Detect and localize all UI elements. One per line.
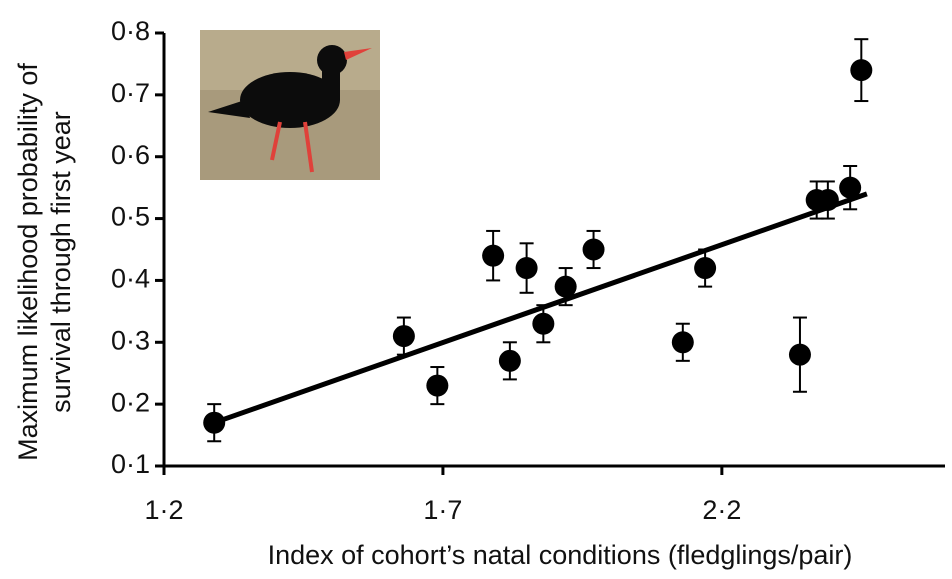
x-tick-label: 2·2 xyxy=(702,495,741,525)
y-tick-label: 0·1 xyxy=(111,449,150,479)
y-axis-label: survival through first year xyxy=(46,111,76,413)
point xyxy=(555,276,577,298)
point xyxy=(516,257,538,279)
x-tick-label: 1·2 xyxy=(144,495,183,525)
bird-photo xyxy=(200,30,380,180)
point xyxy=(426,375,448,397)
x-axis-label: Index of cohort’s natal conditions (fled… xyxy=(268,540,853,570)
point xyxy=(393,325,415,347)
point xyxy=(850,59,872,81)
y-axis-label: Maximum likelihood probability of xyxy=(13,63,43,461)
point xyxy=(694,257,716,279)
point xyxy=(482,245,504,267)
point xyxy=(203,412,225,434)
y-tick-label: 0·5 xyxy=(111,202,150,232)
chart: 0·1 0·2 0·3 0·4 0·5 0·6 0·7 0·8 1·2 1·7 2·2 Index o… xyxy=(0,0,952,579)
x-tick-label: 1·7 xyxy=(423,495,462,525)
point xyxy=(817,189,839,211)
y-tick-label: 0·8 xyxy=(111,16,150,46)
point xyxy=(499,350,521,372)
point xyxy=(789,344,811,366)
y-tick-label: 0·3 xyxy=(111,325,150,355)
fit-line xyxy=(214,194,867,423)
point xyxy=(583,239,605,261)
y-tick-label: 0·4 xyxy=(111,264,150,294)
y-tick-label: 0·2 xyxy=(111,387,150,417)
y-tick-label: 0·6 xyxy=(111,140,150,170)
y-tick-label: 0·7 xyxy=(111,78,150,108)
point xyxy=(672,331,694,353)
point xyxy=(532,313,554,335)
point xyxy=(839,177,861,199)
